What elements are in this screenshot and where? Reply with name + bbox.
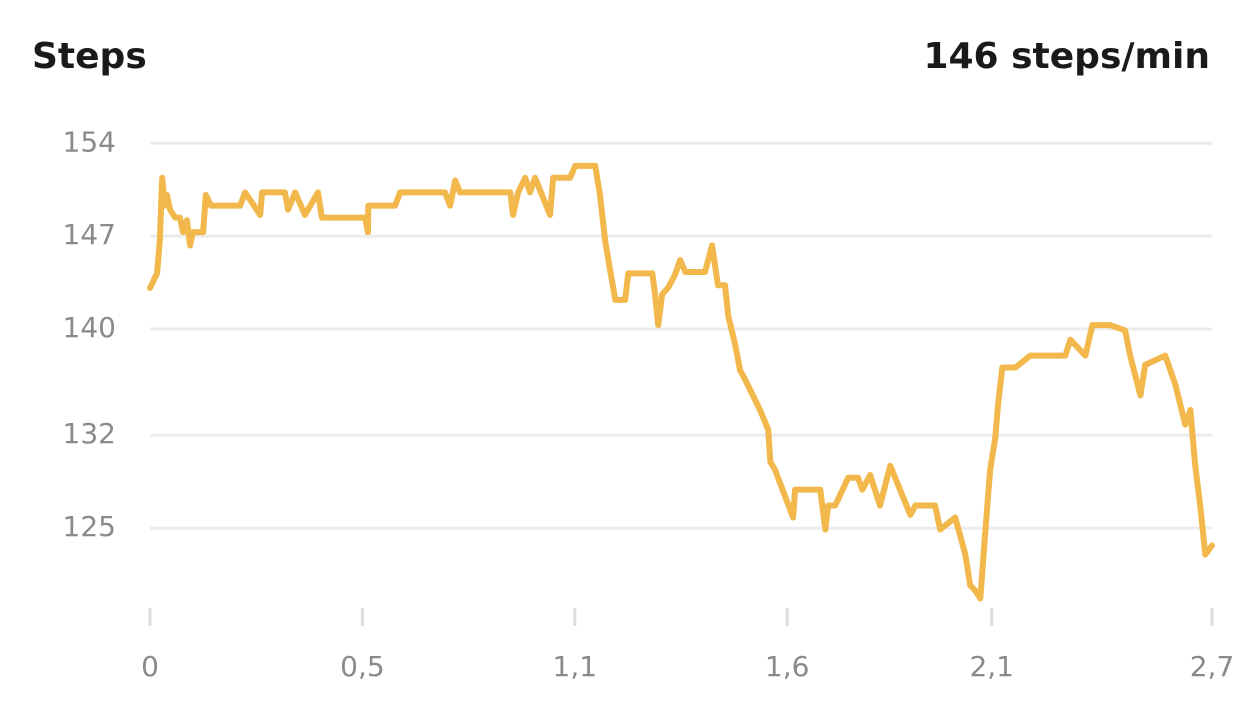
x-tick-label: 2,1	[969, 650, 1014, 683]
y-tick-label: 125	[63, 510, 116, 543]
line-series	[147, 162, 1215, 602]
y-tick-label: 140	[63, 311, 116, 344]
x-tick-label: 0,5	[340, 650, 385, 683]
current-rate: 146 steps/min	[923, 36, 1210, 77]
x-tick-label: 1,1	[553, 650, 598, 683]
x-tick-label: 1,6	[765, 650, 810, 683]
y-tick-label: 154	[63, 125, 116, 158]
x-tick-label: 2,7	[1190, 650, 1235, 683]
y-tick-label: 132	[63, 417, 116, 450]
x-tick-label: 0	[141, 650, 159, 683]
chart-title: Steps	[32, 36, 147, 77]
y-tick-label: 147	[63, 218, 116, 251]
